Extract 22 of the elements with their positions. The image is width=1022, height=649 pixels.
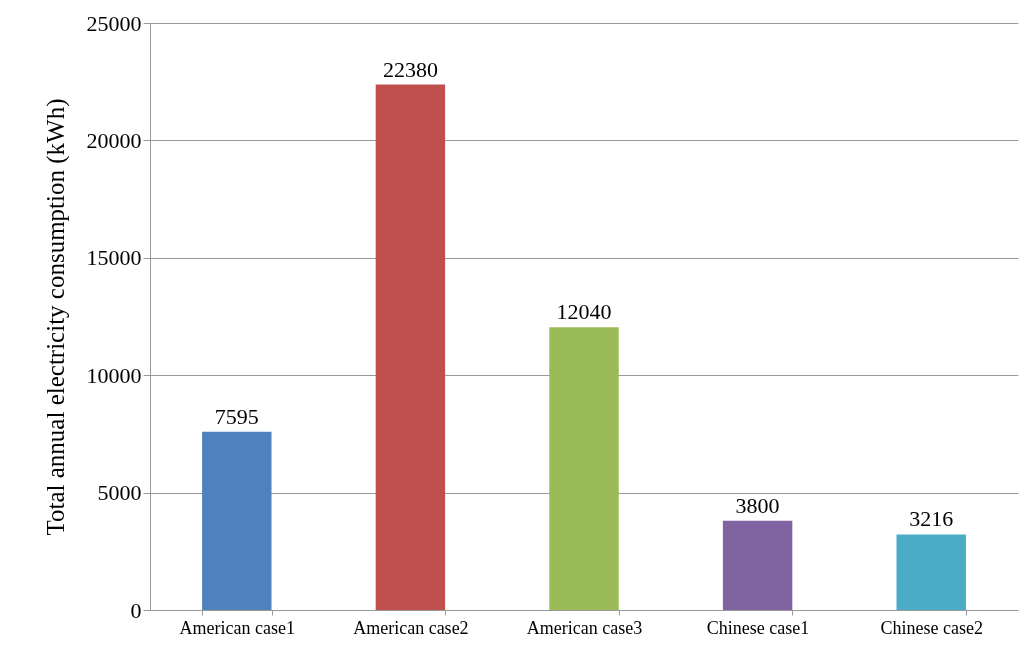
y-tick-label: 25000	[86, 10, 142, 36]
x-tick-label: American case2	[353, 617, 469, 638]
bar	[896, 534, 966, 610]
data-label: 7595	[214, 403, 259, 429]
y-tick-label: 10000	[86, 362, 142, 388]
x-tick-label: Chinese case2	[880, 617, 983, 638]
y-tick-label: 0	[130, 597, 142, 623]
x-tick-label: American case3	[526, 617, 643, 638]
x-tick-label: American case1	[179, 617, 296, 638]
x-tick-label: Chinese case1	[706, 617, 810, 638]
bar	[375, 84, 446, 610]
y-tick-label: 5000	[97, 480, 142, 506]
data-label: 12040	[556, 299, 612, 325]
data-label: 3216	[909, 506, 954, 532]
data-label: 22380	[382, 56, 438, 82]
bar	[549, 327, 619, 610]
bar	[722, 520, 793, 610]
y-axis-title: Total annual electricity consumption (kWh)	[41, 98, 70, 536]
y-tick-label: 15000	[86, 245, 142, 271]
y-tick-label: 20000	[86, 127, 142, 153]
data-label: 3800	[735, 492, 780, 518]
bar	[202, 431, 272, 610]
